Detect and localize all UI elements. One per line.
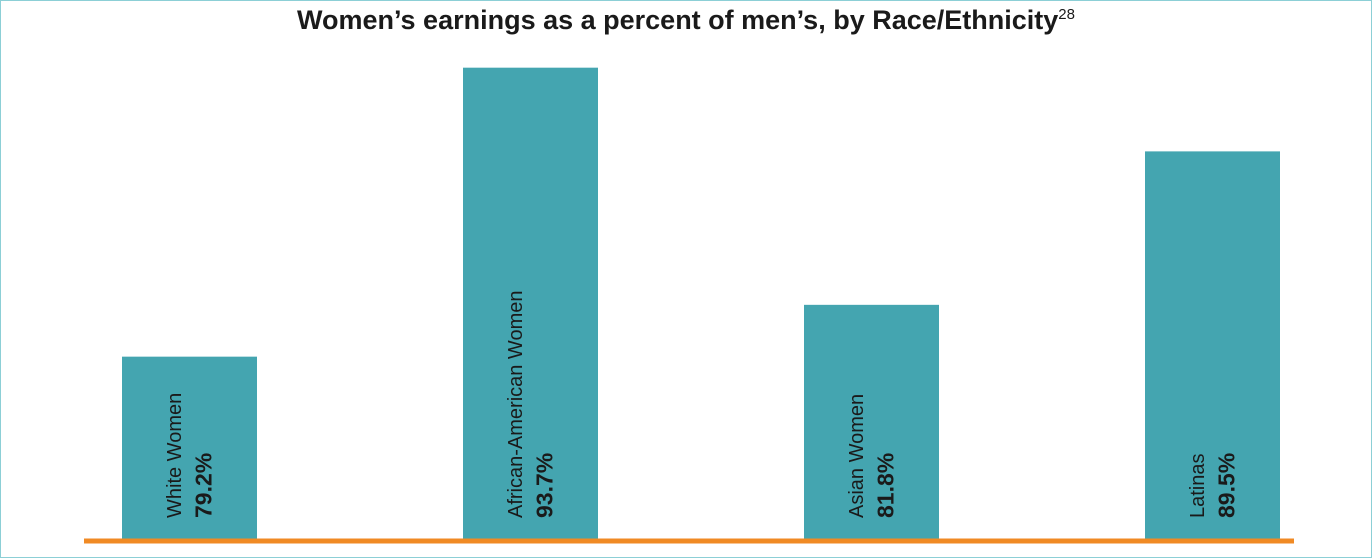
category-label: African-American Women [505, 291, 527, 518]
title-superscript: 28 [1058, 6, 1075, 23]
category-label: Latinas [1187, 454, 1209, 519]
category-label: Asian Women [846, 394, 868, 518]
value-label: 79.2% [191, 453, 217, 518]
value-label: 93.7% [532, 453, 558, 518]
bar [463, 67, 598, 541]
bar [804, 304, 939, 540]
chart-title: Women’s earnings as a percent of men’s, … [297, 5, 1075, 35]
value-label: 81.8% [873, 453, 899, 518]
bar [122, 356, 257, 540]
title-text: Women’s earnings as a percent of men’s, … [297, 5, 1058, 35]
bar [1145, 151, 1280, 540]
value-label: 89.5% [1214, 453, 1240, 518]
category-label: White Women [164, 393, 186, 518]
